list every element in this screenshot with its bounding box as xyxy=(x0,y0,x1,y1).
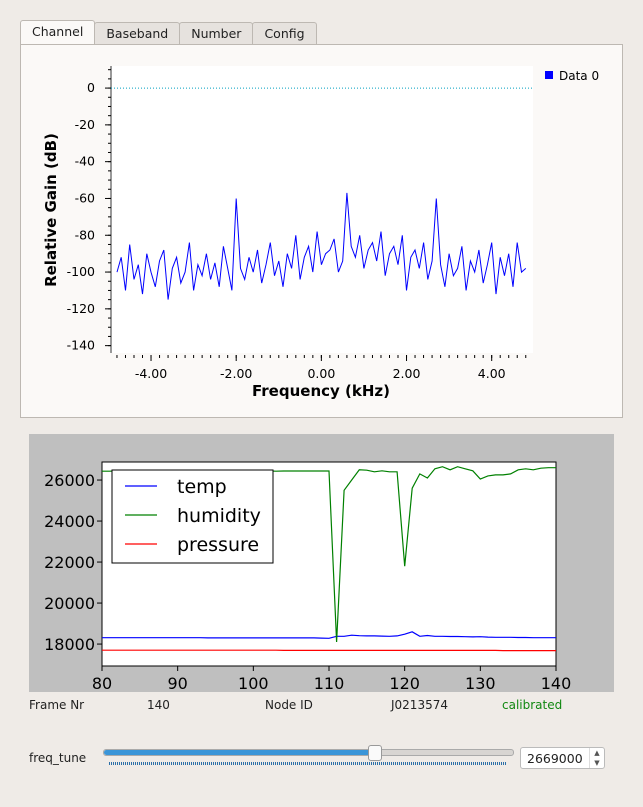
y-tick-label: 0 xyxy=(87,80,95,95)
tab-config[interactable]: Config xyxy=(252,22,317,45)
slider-handle[interactable] xyxy=(367,745,382,761)
spectrum-plot: 0 -20 -40 -60 -80 -100 -120 -140 -4.00 -2.00 0.00 2… xyxy=(42,66,599,400)
sensor-chart: 18000 20000 22000 24000 26000 80 90 100 110 120 13… xyxy=(44,461,572,693)
x-tick-label: 4.00 xyxy=(478,366,506,381)
slider-fill xyxy=(104,750,374,755)
legend-label-humidity: humidity xyxy=(177,505,261,527)
y-tick-label: 18000 xyxy=(44,635,95,654)
legend-marker xyxy=(545,71,553,79)
x-tick-label: 100 xyxy=(238,674,269,692)
freq-tune-slider[interactable] xyxy=(103,745,514,761)
y-tick-label: 22000 xyxy=(44,553,95,572)
sensor-chart-area: 18000 20000 22000 24000 26000 80 90 100 110 120 13… xyxy=(29,434,614,693)
x-tick-label: 130 xyxy=(465,674,496,692)
y-tick-label: -80 xyxy=(75,227,95,242)
legend-label-pressure: pressure xyxy=(177,534,259,556)
x-tick-label: 0.00 xyxy=(307,366,335,381)
y-tick-label: -140 xyxy=(67,338,95,353)
calibration-status: calibrated xyxy=(502,698,563,712)
y-tick-label: -120 xyxy=(67,301,95,316)
legend-label-temp: temp xyxy=(177,476,227,498)
tab-number[interactable]: Number xyxy=(179,22,254,45)
x-tick-label: 2.00 xyxy=(393,366,421,381)
y-axis-label: Relative Gain (dB) xyxy=(42,133,60,287)
x-tick-label: 110 xyxy=(314,674,345,692)
y-tick-label: -20 xyxy=(75,117,95,132)
legend-label: Data 0 xyxy=(559,69,599,83)
x-tick-label: 80 xyxy=(92,674,112,692)
frame-nr-label: Frame Nr xyxy=(29,698,85,712)
x-tick-label: 120 xyxy=(389,674,420,692)
freq-tune-spinbox[interactable]: 2669000 ▲ ▼ xyxy=(520,747,605,769)
spin-up-icon[interactable]: ▲ xyxy=(594,749,600,757)
y-tick-label: -60 xyxy=(75,190,95,205)
x-axis-label: Frequency (kHz) xyxy=(252,382,390,400)
y-tick-label: 26000 xyxy=(44,471,95,490)
y-tick-label: -40 xyxy=(75,154,95,169)
x-tick-label: 140 xyxy=(541,674,572,692)
x-tick-label: -2.00 xyxy=(220,366,252,381)
freq-tune-value[interactable]: 2669000 xyxy=(527,751,583,766)
freq-tune-label: freq_tune xyxy=(29,751,87,765)
tab-baseband[interactable]: Baseband xyxy=(94,22,181,45)
tab-channel[interactable]: Channel xyxy=(20,20,96,45)
node-id-label: Node ID xyxy=(265,698,313,712)
frame-nr-value: 140 xyxy=(147,698,170,712)
x-tick-label: -4.00 xyxy=(135,366,167,381)
plot-canvas xyxy=(111,66,533,353)
series-data-0 xyxy=(116,192,527,300)
tab-bar: Channel Baseband Number Config xyxy=(20,20,317,45)
spin-down-icon[interactable]: ▼ xyxy=(594,759,600,767)
x-tick-label: 90 xyxy=(167,674,187,692)
channel-panel: 0 -20 -40 -60 -80 -100 -120 -140 -4.00 -2.00 0.00 2… xyxy=(20,44,623,418)
slider-ticks xyxy=(109,762,506,765)
y-tick-label: 24000 xyxy=(44,512,95,531)
y-tick-label: 20000 xyxy=(44,594,95,613)
node-id-value: J0213574 xyxy=(391,698,448,712)
y-tick-label: -100 xyxy=(67,264,95,279)
series-temp xyxy=(102,631,556,639)
